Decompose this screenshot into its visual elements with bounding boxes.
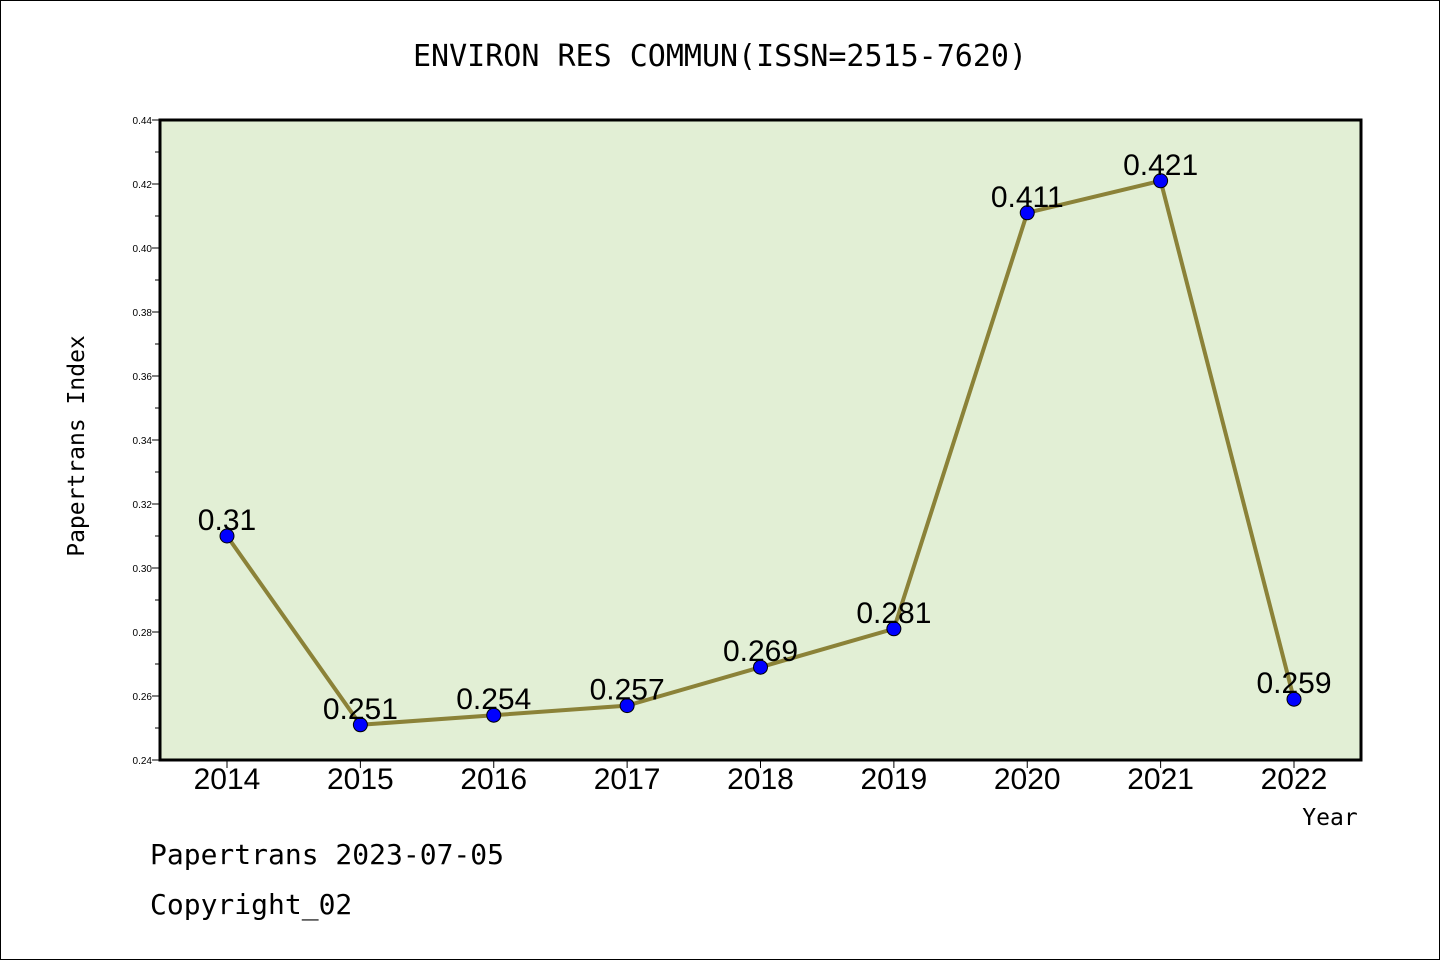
data-label: 0.281 (856, 597, 931, 630)
series-group: 0.31 0.251 0.254 0.257 0.269 0.281 0.411 0.421 0… (198, 149, 1332, 733)
data-point (886, 621, 902, 637)
x-axis: 2014 2015 2016 2017 2018 2019 2020 2021 2022 (194, 760, 1328, 796)
y-tick-label: 0.32 (133, 500, 153, 511)
data-label: 0.257 (590, 674, 665, 707)
y-axis: 0.24 0.26 0.28 0.30 0.32 0.34 0.36 0.38 0.40 0.42… (133, 116, 160, 767)
y-tick-label: 0.36 (133, 372, 153, 383)
y-tick-label: 0.24 (133, 756, 153, 767)
y-axis-label: Papertrans Index (64, 335, 90, 557)
data-point (219, 528, 235, 544)
footer-copyright: Copyright_02 (150, 888, 352, 922)
y-tick-label: 0.34 (133, 436, 153, 447)
data-point (486, 707, 502, 723)
chart-title: ENVIRON RES COMMUN(ISSN=2515-7620) (413, 39, 1027, 74)
x-axis-label: Year (1302, 805, 1357, 831)
x-tick-label: 2015 (327, 763, 394, 796)
data-label: 0.421 (1123, 149, 1198, 182)
plot-area (158, 118, 1363, 762)
data-label: 0.269 (723, 635, 798, 668)
data-point (1286, 691, 1302, 707)
y-tick-label: 0.44 (133, 116, 153, 127)
x-tick-label: 2017 (594, 763, 661, 796)
x-tick-label: 2020 (994, 763, 1061, 796)
x-tick-label: 2021 (1127, 763, 1194, 796)
y-tick-label: 0.40 (133, 244, 153, 255)
x-tick-label: 2019 (861, 763, 928, 796)
data-point (619, 698, 635, 714)
data-label: 0.31 (198, 504, 256, 537)
y-tick-label: 0.38 (133, 308, 153, 319)
footer-date: Papertrans 2023-07-05 (150, 838, 504, 871)
x-tick-label: 2018 (727, 763, 794, 796)
x-tick-label: 2016 (460, 763, 527, 796)
y-tick-label: 0.26 (133, 692, 153, 703)
y-tick-label: 0.28 (133, 628, 153, 639)
y-tick-label: 0.30 (133, 564, 153, 575)
data-label: 0.259 (1256, 667, 1331, 700)
data-label: 0.254 (456, 683, 531, 716)
data-point (352, 717, 368, 733)
data-label: 0.251 (323, 693, 398, 726)
x-tick-label: 2014 (194, 763, 261, 796)
data-point (753, 659, 768, 675)
data-point (1153, 173, 1169, 189)
data-point (1019, 205, 1035, 221)
data-label: 0.411 (991, 181, 1064, 214)
y-tick-label: 0.42 (133, 180, 153, 191)
x-tick-label: 2022 (1261, 763, 1328, 796)
